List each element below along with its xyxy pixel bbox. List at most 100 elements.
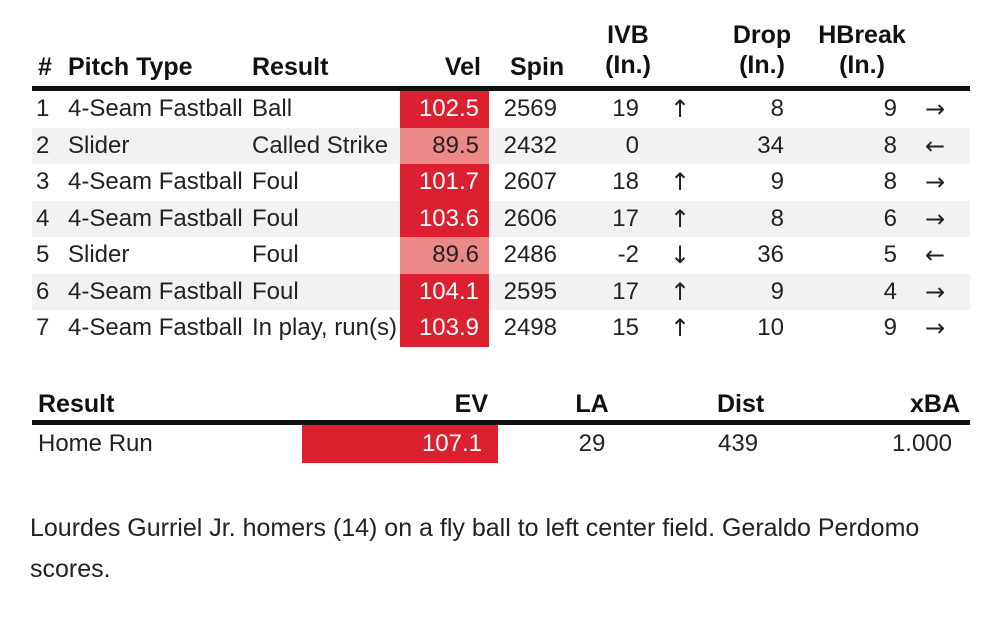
spin-rate: 2432 — [503, 131, 557, 159]
table-row: 5 Slider Foul 2486 -2 ↓ 36 5 ← 89.6 — [32, 237, 970, 274]
exit-velocity-bar: 107.1 — [302, 425, 498, 463]
xba-value: 1.000 — [891, 430, 952, 457]
pitch-table: # Pitch Type Result Vel Spin IVB (In.) D… — [32, 14, 970, 347]
pitch-type: 4-Seam Fastball — [68, 204, 243, 232]
result-table-header: Result EV LA Dist xBA — [32, 388, 970, 425]
launch-angle-value: 29 — [578, 430, 606, 457]
hbreak-value: 8 — [883, 131, 897, 159]
hbreak-value: 9 — [883, 314, 897, 341]
pitch-table-header: # Pitch Type Result Vel Spin IVB (In.) D… — [32, 14, 970, 91]
ivb-value: 17 — [612, 204, 639, 232]
header-drop-label: Drop — [732, 21, 792, 49]
header-drop: Drop (In.) — [722, 20, 802, 80]
hbreak-arrow-icon: → — [925, 314, 946, 342]
pitch-number: 6 — [36, 277, 50, 305]
exit-velocity-value: 107.1 — [421, 430, 482, 457]
distance-value: 439 — [718, 430, 759, 457]
drop-value: 8 — [770, 204, 784, 232]
pitch-result: Ball — [252, 95, 293, 122]
hbreak-value: 6 — [883, 204, 897, 232]
ivb-value: 17 — [612, 277, 639, 305]
pitch-number: 2 — [36, 131, 50, 159]
header-result: Result — [252, 53, 329, 81]
hbreak-arrow-icon: → — [925, 168, 946, 196]
drop-value: 36 — [757, 241, 784, 268]
table-row: 2 Slider Called Strike 2432 0 34 8 ← 89.5 — [32, 127, 970, 165]
hbreak-arrow-icon: → — [925, 277, 946, 306]
spin-rate: 2607 — [503, 168, 557, 195]
header-result-type: Result — [38, 390, 115, 418]
ivb-value: 0 — [625, 131, 639, 159]
drop-value: 9 — [770, 168, 784, 195]
header-ivb: IVB (In.) — [588, 20, 668, 80]
ivb-value: 18 — [612, 168, 639, 195]
spin-rate: 2606 — [503, 204, 557, 232]
table-row: 6 4-Seam Fastball Foul 2595 17 ↑ 9 4 → 104.1 — [32, 273, 970, 310]
ivb-value: 19 — [612, 95, 639, 122]
ivb-value: 15 — [612, 314, 639, 341]
hbreak-value: 4 — [883, 277, 897, 305]
velocity-cell: 89.6 — [400, 237, 489, 274]
velocity-cell: 101.7 — [400, 164, 489, 201]
pitch-number: 1 — [36, 95, 50, 122]
spin-rate: 2595 — [503, 277, 557, 305]
hbreak-value: 8 — [883, 168, 897, 195]
spin-rate: 2486 — [503, 241, 557, 268]
hbreak-value: 9 — [883, 95, 897, 122]
drop-value: 34 — [757, 131, 784, 159]
ivb-arrow-icon: ↑ — [670, 277, 691, 306]
pitch-result: In play, run(s) — [252, 314, 397, 341]
pitch-result: Foul — [252, 241, 299, 268]
spin-rate: 2569 — [503, 95, 557, 122]
header-hbreak: HBreak (In.) — [812, 20, 912, 80]
header-ev: EV — [454, 390, 488, 418]
pitch-result: Called Strike — [252, 131, 389, 159]
pitch-type: Slider — [68, 241, 130, 268]
pitch-result: Foul — [252, 277, 299, 305]
table-row: 7 4-Seam Fastball In play, run(s) 2498 15 ↑ 10… — [32, 310, 970, 347]
hbreak-arrow-icon: ← — [925, 241, 946, 269]
pitch-type: Slider — [68, 131, 130, 159]
play-description: Lourdes Gurriel Jr. homers (14) on a fly… — [30, 514, 920, 583]
hbreak-arrow-icon: → — [925, 95, 946, 123]
header-ivb-label: IVB — [607, 21, 649, 49]
hbreak-value: 5 — [883, 241, 897, 268]
ivb-arrow-icon: ↑ — [670, 168, 691, 196]
hbreak-arrow-icon: → — [925, 204, 946, 233]
pitch-type: 4-Seam Fastball — [68, 168, 243, 195]
pitch-type: 4-Seam Fastball — [68, 95, 243, 122]
velocity-cell: 103.6 — [400, 200, 489, 237]
table-row: 1 4-Seam Fastball Ball 2569 19 ↑ 8 9 → 102.5 — [32, 91, 970, 128]
header-hbreak-unit: (In.) — [839, 51, 885, 79]
pitch-type: 4-Seam Fastball — [68, 314, 243, 341]
result-row: Home Run 107.1 29 439 1.000 — [32, 425, 970, 465]
velocity-cell: 104.1 — [400, 273, 489, 310]
pitch-result: Foul — [252, 204, 299, 232]
header-xba: xBA — [909, 390, 960, 418]
header-num: # — [38, 53, 52, 81]
header-vel: Vel — [444, 53, 481, 81]
result-table: Result EV LA Dist xBA Home Run 107.1 29 … — [32, 388, 970, 465]
pitch-table-body: 1 4-Seam Fastball Ball 2569 19 ↑ 8 9 → 102.5 2 Slid… — [32, 91, 970, 347]
pitch-number: 4 — [36, 204, 50, 232]
pitch-number: 3 — [36, 168, 50, 195]
header-spin: Spin — [510, 53, 565, 81]
pitch-number: 5 — [36, 241, 50, 268]
velocity-cell: 89.5 — [400, 127, 489, 164]
ivb-arrow-icon — [670, 128, 694, 165]
spin-rate: 2498 — [503, 314, 557, 341]
velocity-cell: 102.5 — [400, 91, 489, 128]
table-row: 4 4-Seam Fastball Foul 2606 17 ↑ 8 6 → 103.6 — [32, 200, 970, 237]
ivb-arrow-icon: ↓ — [670, 241, 691, 269]
ivb-arrow-icon: ↑ — [670, 204, 691, 233]
table-row: 3 4-Seam Fastball Foul 2607 18 ↑ 9 8 → 101.7 — [32, 164, 970, 201]
velocity-cell: 103.9 — [400, 310, 489, 347]
hbreak-arrow-icon: ← — [925, 131, 946, 160]
drop-value: 9 — [770, 277, 784, 305]
header-la: LA — [575, 390, 609, 418]
result-type: Home Run — [38, 430, 153, 457]
pitch-type: 4-Seam Fastball — [68, 277, 243, 305]
ivb-value: -2 — [617, 241, 639, 268]
drop-value: 8 — [770, 95, 784, 122]
